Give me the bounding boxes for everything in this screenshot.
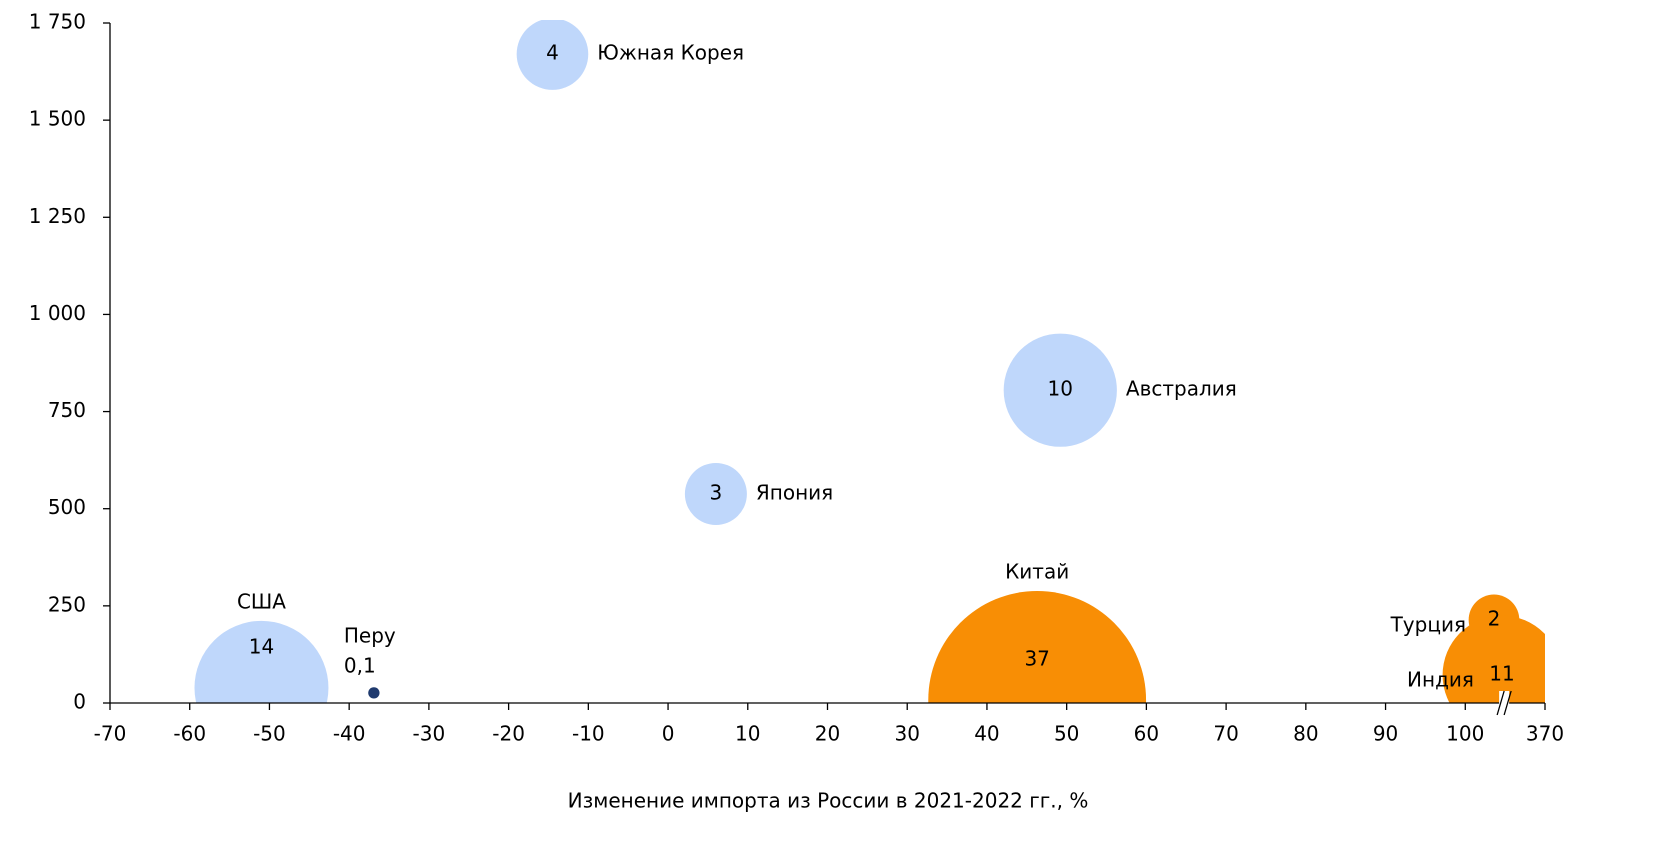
x-tick-label: -50	[253, 722, 286, 746]
bubble-label: Турция	[1390, 612, 1466, 636]
x-tick-label: -10	[572, 722, 605, 746]
bubble	[368, 687, 380, 699]
y-tick-label: 750	[48, 398, 86, 422]
x-tick-label: 90	[1373, 722, 1398, 746]
x-tick-label: -40	[333, 722, 366, 746]
x-tick-label: 20	[815, 722, 840, 746]
x-tick-label: 100	[1446, 722, 1484, 746]
x-tick-label: -30	[413, 722, 446, 746]
bubble-label: Южная Корея	[597, 41, 744, 65]
bubble-label: Перу	[344, 623, 396, 647]
bubble-label: Китай	[1005, 560, 1069, 584]
x-tick-label: -60	[173, 722, 206, 746]
axis-break-gap	[1499, 691, 1510, 717]
bubble	[1003, 333, 1117, 447]
x-tick-label: 70	[1213, 722, 1238, 746]
x-tick-label: 0	[662, 722, 675, 746]
y-tick-label: 1 750	[29, 10, 86, 34]
x-tick-label: 370	[1526, 722, 1564, 746]
x-tick-label: 30	[894, 722, 919, 746]
y-tick-label: 1 500	[29, 107, 86, 131]
size-label: 10	[1048, 377, 1073, 401]
y-tick-label: 500	[48, 495, 86, 519]
y-tick-label: 1 250	[29, 204, 86, 228]
axis-break	[1496, 690, 1505, 716]
size-label: 3	[710, 480, 723, 504]
size-label: 2	[1488, 606, 1501, 630]
x-axis-label: Изменение импорта из России в 2021-2022 …	[568, 789, 1089, 813]
plot-area	[194, 20, 1545, 703]
size-label: 0,1	[344, 653, 376, 677]
size-label: 11	[1489, 662, 1514, 686]
x-tick-label: -70	[94, 722, 127, 746]
x-tick-label: -20	[492, 722, 525, 746]
x-tick-label: 10	[735, 722, 760, 746]
y-tick-label: 0	[73, 690, 86, 714]
x-tick-label: 80	[1293, 722, 1318, 746]
bubble	[928, 591, 1147, 703]
bubble	[1442, 615, 1545, 703]
bubble	[684, 462, 747, 525]
x-tick-label: 40	[974, 722, 999, 746]
y-tick-label: 1 000	[29, 301, 86, 325]
bubble-label: Индия	[1407, 668, 1474, 692]
size-label: 37	[1024, 646, 1049, 670]
size-label: 4	[546, 41, 559, 65]
y-tick-label: 250	[48, 592, 86, 616]
x-tick-label: 60	[1134, 722, 1159, 746]
size-label: 14	[249, 634, 274, 658]
axis-break	[1503, 690, 1512, 716]
x-tick-label: 50	[1054, 722, 1079, 746]
bubble	[516, 20, 589, 90]
bubble-label: США	[237, 589, 286, 613]
bubble-label: Япония	[756, 480, 833, 504]
bubble-label: Австралия	[1126, 377, 1237, 401]
bubble	[194, 620, 329, 703]
